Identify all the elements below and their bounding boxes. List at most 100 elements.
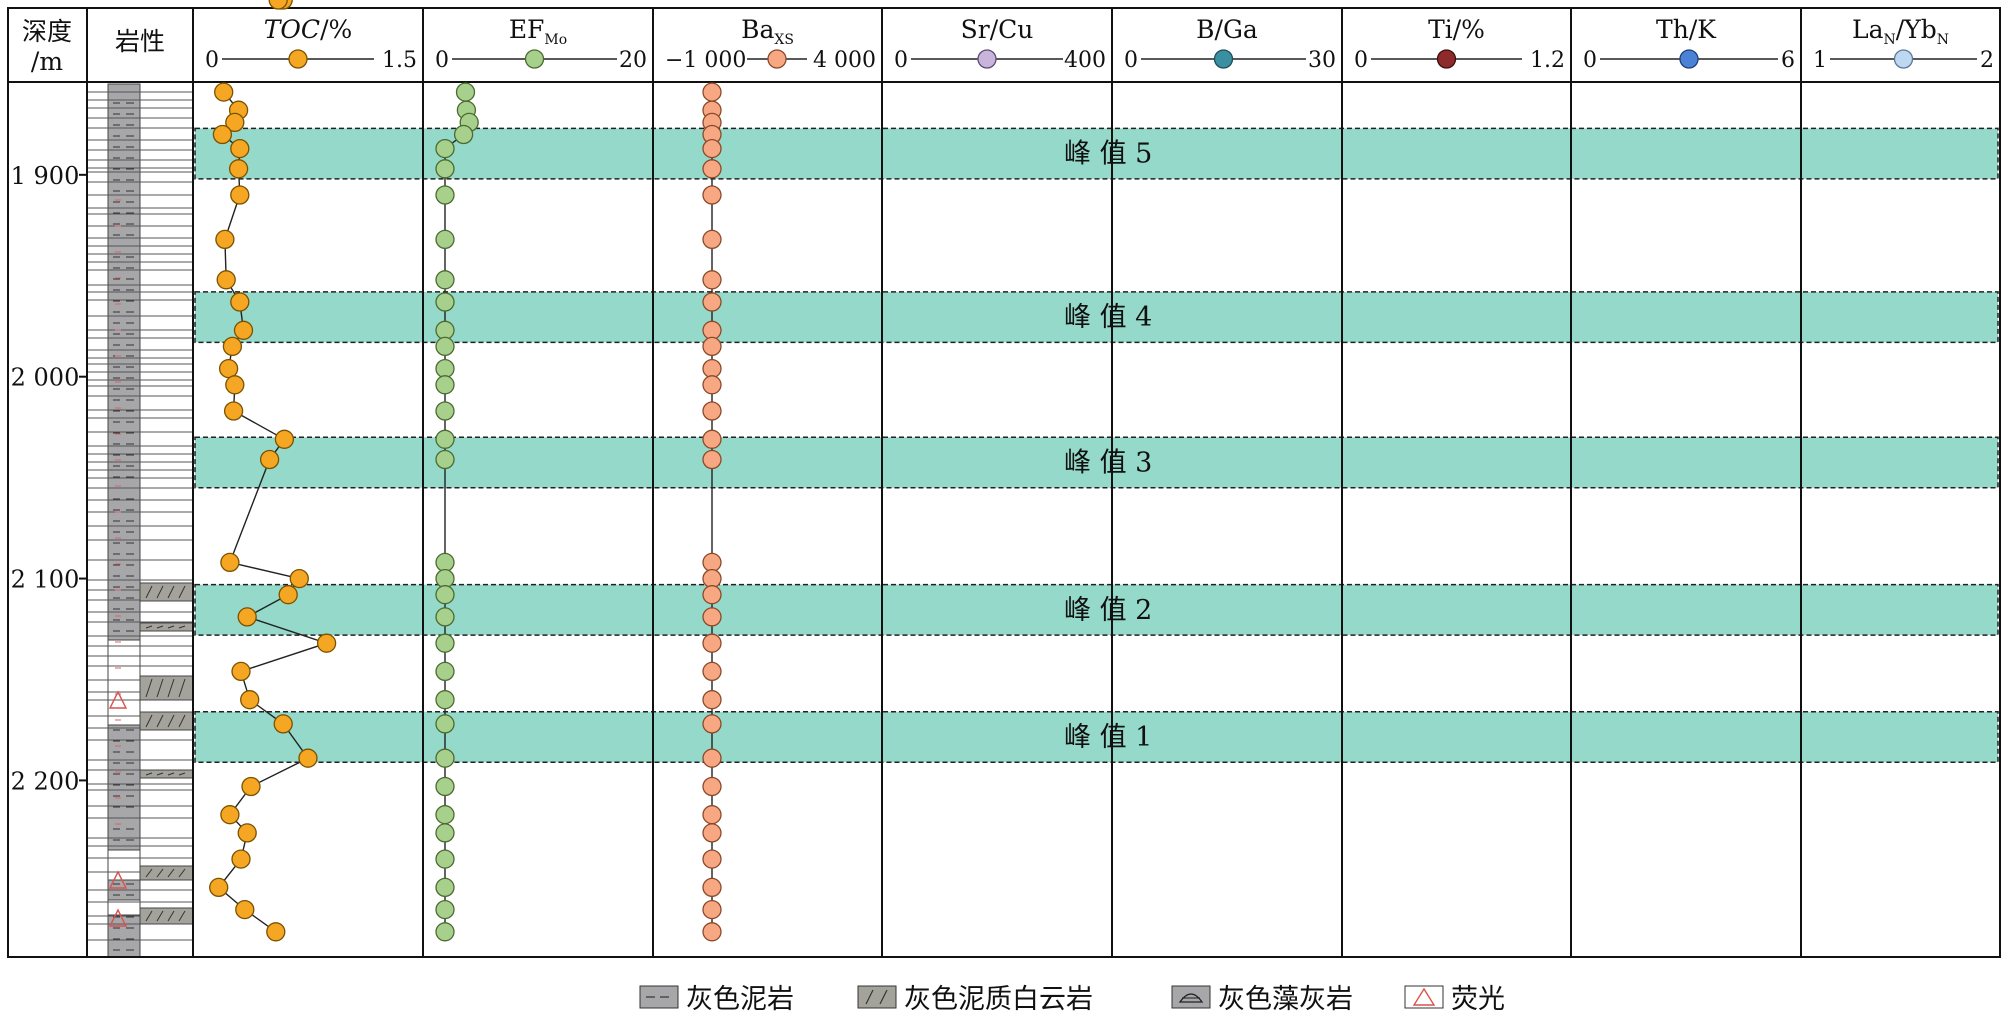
dolomite-slash (879, 989, 888, 1005)
scale-min-2: −1 000 (665, 48, 746, 73)
data-point-2-7 (702, 229, 722, 250)
data-point-1-16 (435, 449, 455, 470)
data-point-0-19 (278, 585, 298, 605)
data-point-1-24 (435, 714, 455, 734)
lithology-gap (107, 639, 141, 726)
data-point-2-15 (702, 429, 722, 449)
data-point-1-19 (435, 585, 455, 605)
scale-min-3: 0 (894, 48, 908, 73)
peak-label-1: 峰 值 5 (1064, 139, 1152, 170)
data-point-2-4 (702, 138, 722, 159)
scale-marker-4 (1213, 49, 1234, 69)
data-point-2-32 (702, 922, 722, 942)
dolomite-slash (178, 868, 186, 878)
fluorescence-icon (1412, 987, 1436, 1006)
scale-marker-3 (977, 49, 997, 69)
data-point-1-26 (435, 776, 455, 797)
data-point-1-5 (435, 159, 455, 179)
data-point-2-5 (702, 159, 722, 179)
legend-swatch-dolomite (857, 985, 897, 1009)
data-point-1-18 (435, 568, 455, 589)
data-point-2-26 (702, 776, 722, 797)
dolomite-slash (156, 678, 164, 698)
legend: 灰色泥岩 灰色泥质白云岩 灰色藻灰岩 荧光 (639, 984, 1505, 1015)
scale-min-4: 0 (1124, 48, 1138, 73)
data-series (209, 0, 722, 942)
dolomite-slash (145, 910, 153, 922)
data-point-0-30 (209, 877, 229, 898)
data-point-0-16 (259, 449, 280, 470)
fluorescence-marker (108, 908, 128, 927)
data-point-0-23 (240, 690, 260, 710)
data-point-2-27 (702, 805, 722, 825)
dolomite-slash (167, 772, 175, 776)
data-point-0-35 (268, 0, 288, 10)
legend-item-algal: 灰色藻灰岩 (1171, 984, 1353, 1015)
data-point-1-3 (453, 124, 474, 145)
data-point-1-17 (435, 552, 455, 573)
dolomite-slash (178, 772, 186, 776)
data-point-0-32 (266, 922, 286, 942)
data-point-1-20 (435, 607, 455, 627)
data-point-0-12 (218, 358, 239, 379)
data-point-1-25 (435, 748, 455, 768)
track-title-part: XS (774, 32, 794, 48)
data-point-1-10 (435, 320, 455, 340)
track-title-6: Th/K (1656, 15, 1717, 44)
data-point-0-7 (215, 229, 235, 250)
outer-frame (7, 7, 2001, 958)
scale-max-7: 2 (1980, 48, 1994, 73)
data-point-1-0 (455, 82, 476, 102)
data-point-0-25 (298, 748, 318, 768)
lithology-dolomite-block (139, 711, 194, 731)
peak-band-2 (194, 291, 1999, 344)
data-point-2-28 (702, 823, 722, 843)
track-title-part: /Yb (1896, 15, 1937, 44)
track-title-part: Ba (741, 15, 774, 44)
data-point-0-13 (225, 375, 245, 395)
data-point-2-30 (702, 877, 722, 898)
data-point-1-22 (435, 661, 455, 682)
dolomite-slash (145, 714, 153, 728)
data-point-0-28 (237, 823, 257, 843)
data-point-1-6 (435, 185, 455, 205)
peak-label-5: 峰 值 1 (1064, 722, 1152, 753)
data-point-1-15 (435, 429, 455, 449)
data-point-0-14 (223, 401, 244, 421)
scale-max-2: 4 000 (813, 48, 876, 73)
scale-marker-5 (1436, 49, 1457, 69)
dolomite-slash (178, 910, 186, 922)
data-point-1-9 (435, 292, 455, 312)
dolomite-slash (167, 678, 175, 698)
dolomite-slash (178, 625, 186, 629)
data-point-2-21 (702, 633, 722, 653)
data-point-1-32 (435, 922, 455, 942)
data-point-1-8 (435, 270, 455, 290)
scale-max-6: 6 (1781, 48, 1795, 73)
scale-marker-6 (1679, 49, 1699, 69)
data-point-0-22 (231, 661, 251, 682)
peak-label-2: 峰 值 4 (1064, 302, 1152, 333)
data-point-1-29 (435, 849, 455, 869)
data-point-2-23 (702, 690, 722, 710)
data-point-0-11 (222, 336, 243, 357)
dolomite-slash (145, 678, 153, 698)
track-title-part: N (1937, 32, 1949, 48)
track-title-part: B/Ga (1196, 15, 1258, 44)
dolomite-slash (145, 625, 153, 629)
lithology-gap (107, 849, 141, 881)
dolomite-slash (167, 625, 175, 629)
data-point-1-28 (435, 823, 455, 843)
dolomite-slash (156, 625, 164, 629)
data-point-2-19 (702, 585, 722, 605)
data-point-0-27 (220, 805, 240, 825)
dolomite-slash (156, 910, 164, 922)
scale-marker-7 (1893, 49, 1914, 69)
data-point-2-16 (702, 449, 722, 470)
data-point-1-21 (435, 633, 455, 653)
track-title-1: EFMo (509, 15, 567, 48)
dolomite-slash (167, 714, 175, 728)
